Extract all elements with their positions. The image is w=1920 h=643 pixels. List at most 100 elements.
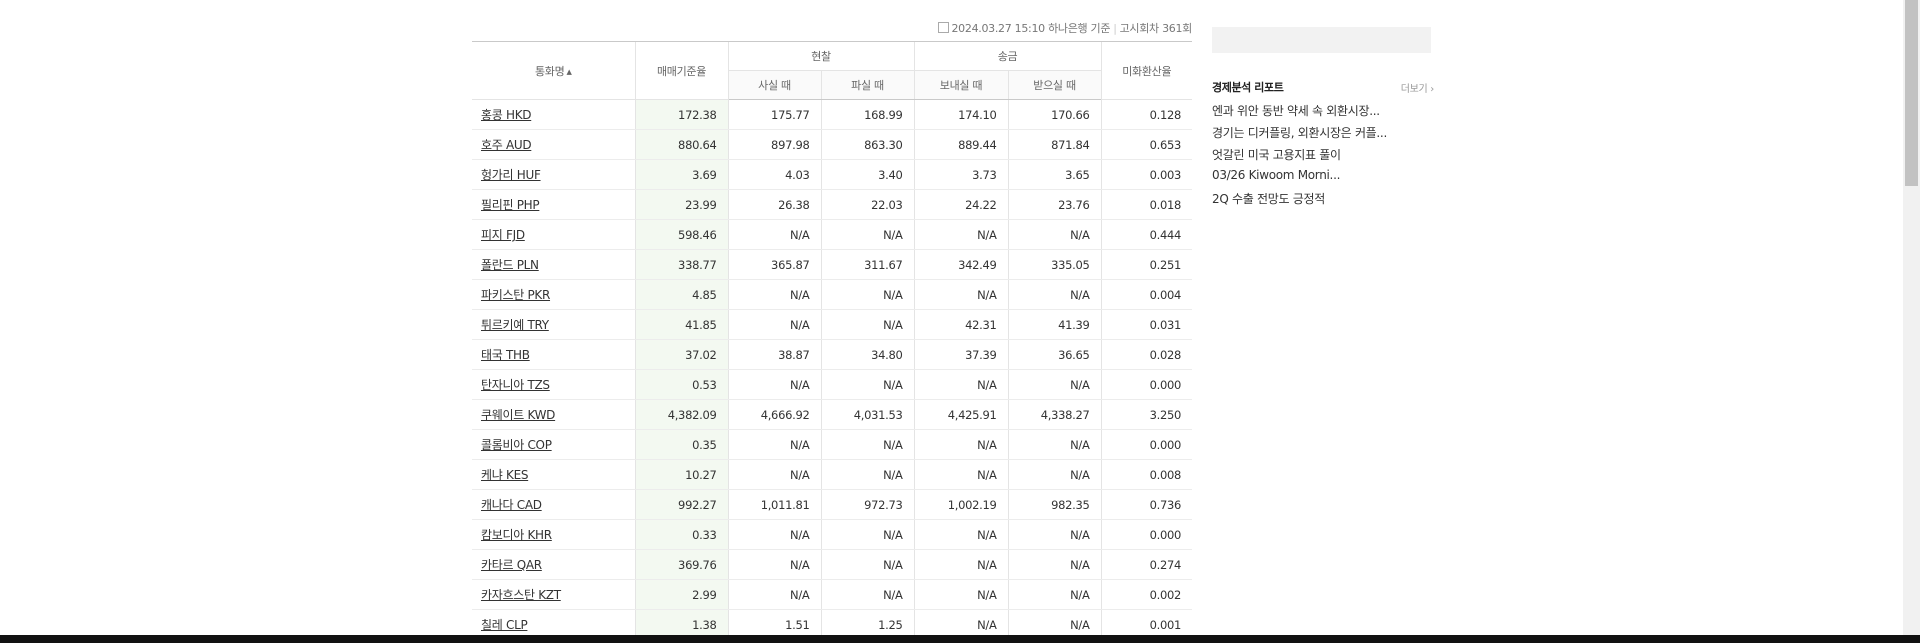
table-row: 호주 AUD 880.64 897.98 863.30 889.44 871.84 0.65… [472, 129, 1193, 160]
remit-send-cell: N/A [913, 549, 1009, 580]
remit-receive-cell: N/A [1007, 519, 1102, 550]
remit-send-cell: 4,425.91 [913, 399, 1009, 430]
remit-send-cell: N/A [913, 219, 1009, 250]
currency-link[interactable]: 쿠웨이트 KWD [481, 408, 556, 422]
cash-buy-cell: 4,666.92 [727, 399, 821, 430]
taskbar-strip [0, 635, 1920, 643]
base-rate-cell: 598.46 [634, 219, 728, 250]
report-item[interactable]: 엇갈린 미국 고용지표 풀이 [1212, 148, 1341, 162]
currency-link[interactable]: 태국 THB [481, 348, 530, 362]
cash-sell-cell: N/A [820, 579, 915, 610]
base-rate-cell: 1.38 [634, 609, 728, 640]
sort-up-icon[interactable]: ▲ [566, 67, 572, 76]
table-row: 캄보디아 KHR 0.33 N/A N/A N/A N/A 0.000 [472, 519, 1193, 550]
scrollbar-thumb[interactable] [1905, 0, 1918, 186]
table-row: 콜롬비아 COP 0.35 N/A N/A N/A N/A 0.000 [472, 429, 1193, 460]
currency-link[interactable]: 콜롬비아 COP [481, 438, 552, 452]
remit-send-cell: 24.22 [913, 189, 1009, 220]
cash-sell-cell: 972.73 [820, 489, 915, 520]
usd-conversion-cell: 0.653 [1100, 129, 1193, 160]
report-item[interactable]: 03/26 Kiwoom Morni... [1212, 168, 1341, 182]
currency-cell: 칠레 CLP [472, 609, 635, 640]
header-remit-send: 보내실 때 [913, 70, 1009, 100]
remit-send-cell: 1,002.19 [913, 489, 1009, 520]
currency-link[interactable]: 카타르 QAR [481, 558, 542, 572]
base-rate-cell: 172.38 [634, 99, 728, 130]
currency-link[interactable]: 폴란드 PLN [481, 258, 539, 272]
base-rate-cell: 4,382.09 [634, 399, 728, 430]
currency-link[interactable]: 튀르키예 TRY [481, 318, 549, 332]
table-row: 카자흐스탄 KZT 2.99 N/A N/A N/A N/A 0.002 [472, 579, 1193, 610]
usd-conversion-cell: 0.018 [1100, 189, 1193, 220]
cash-sell-cell: N/A [820, 279, 915, 310]
remit-receive-cell: N/A [1007, 549, 1102, 580]
currency-link[interactable]: 카자흐스탄 KZT [481, 588, 561, 602]
calendar-icon [938, 22, 950, 33]
remit-receive-cell: 3.65 [1007, 159, 1102, 190]
cash-sell-cell: 168.99 [820, 99, 915, 130]
remit-receive-cell: 170.66 [1007, 99, 1102, 130]
cash-buy-cell: 4.03 [727, 159, 821, 190]
currency-link[interactable]: 호주 AUD [481, 138, 532, 152]
cash-buy-cell: 897.98 [727, 129, 821, 160]
remit-send-cell: N/A [913, 609, 1009, 640]
usd-conversion-cell: 0.004 [1100, 279, 1193, 310]
exchange-rate-table: 통화명 ▲ 매매기준율 현찰 송금 미화환산율 사실 때 파실 때 보내실 때 받… [472, 41, 1193, 640]
currency-cell: 쿠웨이트 KWD [472, 399, 635, 430]
cash-sell-cell: N/A [820, 429, 915, 460]
header-cash-buy: 사실 때 [727, 70, 821, 100]
table-row: 피지 FJD 598.46 N/A N/A N/A N/A 0.444 [472, 219, 1193, 250]
rate-round: 고시회차 361회 [1119, 22, 1193, 35]
currency-link[interactable]: 홍콩 HKD [481, 108, 532, 122]
usd-conversion-cell: 0.008 [1100, 459, 1193, 490]
cash-buy-cell: N/A [727, 459, 821, 490]
usd-conversion-cell: 0.031 [1100, 309, 1193, 340]
base-rate-cell: 0.35 [634, 429, 728, 460]
vertical-scrollbar[interactable] [1903, 0, 1920, 635]
table-row: 태국 THB 37.02 38.87 34.80 37.39 36.65 0.028 [472, 339, 1193, 370]
currency-link[interactable]: 헝가리 HUF [481, 168, 541, 182]
report-more-link[interactable]: 더보기 › [1400, 83, 1435, 95]
header-usd-conversion: 미화환산율 [1100, 41, 1193, 100]
header-cash-sell: 파실 때 [820, 70, 915, 100]
base-rate-cell: 37.02 [634, 339, 728, 370]
rate-info-line: 2024.03.27 15:10 하나은행 기준 | 고시회차 361회 [938, 20, 1192, 36]
cash-buy-cell: N/A [727, 429, 821, 460]
report-item[interactable]: 엔과 위안 동반 약세 속 외환시장... [1212, 104, 1380, 118]
header-remit-receive: 받으실 때 [1007, 70, 1102, 100]
base-rate-cell: 41.85 [634, 309, 728, 340]
remit-receive-cell: N/A [1007, 459, 1102, 490]
report-item[interactable]: 경기는 디커플링, 외환시장은 커플... [1212, 126, 1387, 140]
table-row: 칠레 CLP 1.38 1.51 1.25 N/A N/A 0.001 [472, 609, 1193, 640]
usd-conversion-cell: 0.003 [1100, 159, 1193, 190]
currency-link[interactable]: 파키스탄 PKR [481, 288, 551, 302]
currency-link[interactable]: 피지 FJD [481, 228, 525, 242]
currency-link[interactable]: 캄보디아 KHR [481, 528, 552, 542]
usd-conversion-cell: 0.000 [1100, 519, 1193, 550]
currency-cell: 카타르 QAR [472, 549, 635, 580]
table-row: 쿠웨이트 KWD 4,382.09 4,666.92 4,031.53 4,425.91… [472, 399, 1193, 430]
usd-conversion-cell: 0.002 [1100, 579, 1193, 610]
cash-buy-cell: 26.38 [727, 189, 821, 220]
currency-link[interactable]: 탄자니아 TZS [481, 378, 550, 392]
currency-link[interactable]: 칠레 CLP [481, 618, 528, 632]
report-item[interactable]: 2Q 수출 전망도 긍정적 [1212, 192, 1325, 206]
usd-conversion-cell: 0.251 [1100, 249, 1193, 280]
remit-receive-cell: N/A [1007, 219, 1102, 250]
cash-buy-cell: N/A [727, 369, 821, 400]
currency-cell: 캐나다 CAD [472, 489, 635, 520]
currency-cell: 태국 THB [472, 339, 635, 370]
currency-link[interactable]: 캐나다 CAD [481, 498, 542, 512]
cash-buy-cell: N/A [727, 279, 821, 310]
base-rate-cell: 23.99 [634, 189, 728, 220]
currency-link[interactable]: 필리핀 PHP [481, 198, 540, 212]
currency-cell: 캄보디아 KHR [472, 519, 635, 550]
usd-conversion-cell: 0.000 [1100, 369, 1193, 400]
usd-conversion-cell: 0.028 [1100, 339, 1193, 370]
table-row: 필리핀 PHP 23.99 26.38 22.03 24.22 23.76 0.018 [472, 189, 1193, 220]
base-rate-cell: 880.64 [634, 129, 728, 160]
table-row: 케냐 KES 10.27 N/A N/A N/A N/A 0.008 [472, 459, 1193, 490]
usd-conversion-cell: 0.736 [1100, 489, 1193, 520]
currency-link[interactable]: 케냐 KES [481, 468, 529, 482]
header-currency[interactable]: 통화명 ▲ [472, 41, 635, 100]
